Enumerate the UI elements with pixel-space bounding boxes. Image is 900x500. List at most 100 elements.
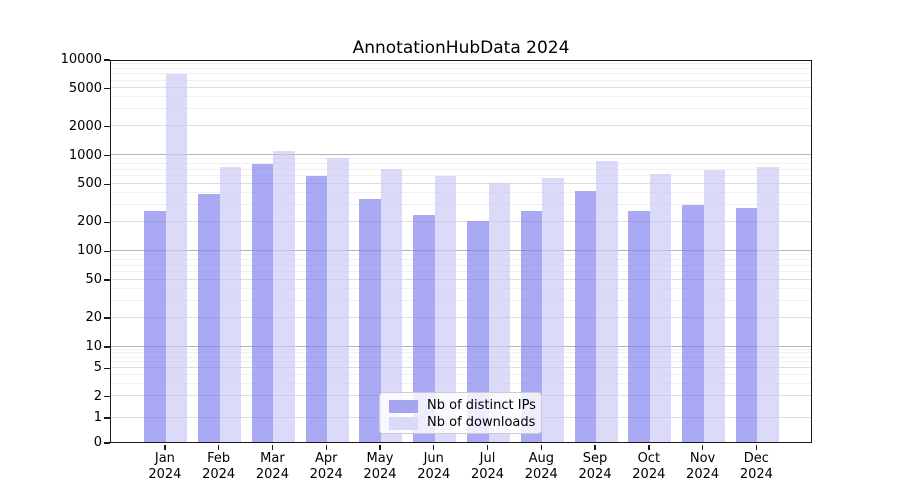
x-tick-label-line: 2024 [524, 467, 558, 482]
y-tick-mark-2000 [104, 126, 110, 128]
bar-downloads-jan [165, 73, 188, 442]
gridline-3000 [111, 108, 811, 110]
x-tick-label-line: 2024 [578, 467, 612, 482]
bars-layer [111, 61, 811, 442]
bar-downloads-oct [649, 173, 672, 442]
x-tick-label-jul: Jul 2024 [456, 451, 520, 483]
y-tick-mark-2 [104, 395, 110, 398]
x-tick-label-line: Jan [154, 451, 175, 466]
y-tick-label-500: 500 [77, 176, 102, 192]
x-tick-label-line: Jul [479, 451, 496, 466]
legend-swatch-downloads [389, 416, 418, 430]
gridline-200 [111, 221, 811, 222]
gridlines-layer [111, 61, 811, 442]
bar-distinct-ips-may [359, 199, 381, 442]
y-tick-mark-5000 [104, 88, 110, 90]
x-tick-label-line: Mar [260, 451, 285, 466]
y-tick-mark-0 [104, 442, 110, 444]
legend-swatch-distinct-ips [389, 399, 418, 413]
x-tick-label-jan: Jan 2024 [133, 451, 197, 483]
x-tick-mark-nov [701, 444, 704, 450]
y-tick-label-2000: 2000 [68, 118, 102, 134]
x-tick-label-line: 2024 [255, 467, 289, 482]
gridline-700 [111, 168, 811, 170]
x-tick-label-line: Jun [423, 451, 444, 466]
gridline-20 [111, 316, 811, 318]
gridline-8 [111, 352, 811, 354]
gridline-100 [111, 249, 811, 251]
bar-distinct-ips-sep [574, 190, 597, 442]
gridline-10 [111, 345, 811, 347]
x-tick-label-line: Feb [207, 451, 231, 466]
gridline-4000 [111, 96, 811, 98]
gridline-90 [111, 254, 811, 256]
y-tick-label-1: 1 [93, 410, 102, 425]
y-tick-label-5: 5 [93, 360, 102, 376]
bar-downloads-apr [327, 158, 349, 442]
x-tick-mark-jan [164, 444, 166, 450]
x-tick-mark-jul [486, 444, 489, 450]
bar-distinct-ips-jun [413, 214, 435, 442]
legend-label-downloads: Nb of downloads [427, 415, 536, 430]
gridline-1000 [111, 154, 811, 156]
y-tick-mark-50 [104, 279, 110, 281]
legend-label-distinct-ips: Nb of distinct IPs [427, 398, 536, 413]
x-tick-label-line: Sep [582, 451, 608, 466]
legend: Nb of distinct IPs Nb of downloads [379, 392, 542, 434]
x-tick-label-line: Apr [314, 451, 338, 466]
x-tick-label-line: 2024 [148, 467, 182, 482]
x-tick-mark-may [379, 444, 381, 450]
bar-downloads-dec [757, 167, 779, 442]
bar-distinct-ips-aug [520, 211, 543, 442]
x-tick-mark-oct [648, 444, 650, 450]
x-tick-label-line: Nov [689, 451, 716, 466]
gridline-6000 [111, 79, 811, 81]
legend-item-downloads: Nb of downloads [389, 415, 536, 430]
y-tick-label-50: 50 [85, 272, 102, 288]
y-tick-label-20: 20 [85, 310, 102, 326]
bar-downloads-nov [703, 170, 726, 442]
y-tick-mark-10000 [104, 59, 110, 61]
y-tick-label-100: 100 [77, 243, 102, 259]
y-tick-mark-500 [104, 183, 110, 186]
x-tick-mark-dec [755, 444, 758, 450]
gridline-800 [111, 163, 811, 165]
y-tick-mark-100 [104, 250, 110, 252]
gridline-9 [111, 348, 811, 350]
gridline-2000 [111, 125, 811, 127]
x-tick-label-line: May [366, 451, 394, 466]
x-tick-label-line: 2024 [686, 467, 720, 482]
x-tick-mark-sep [594, 444, 596, 450]
gridline-3 [111, 382, 811, 384]
x-tick-mark-jun [433, 444, 435, 450]
y-tick-mark-20 [104, 317, 110, 319]
y-tick-mark-200 [104, 221, 110, 224]
gridline-80 [111, 259, 811, 261]
gridline-9000 [111, 62, 811, 64]
gridline-50 [111, 278, 811, 280]
bar-downloads-sep [596, 161, 618, 442]
bar-distinct-ips-oct [628, 211, 650, 442]
legend-item-distinct-ips: Nb of distinct IPs [389, 399, 536, 413]
x-tick-label-line: Aug [528, 451, 554, 466]
x-tick-label-line: 2024 [739, 467, 773, 482]
gridline-5000 [111, 87, 811, 89]
x-tick-label-sep: Sep 2024 [563, 451, 627, 483]
bar-downloads-jun [434, 175, 457, 442]
x-tick-label-jun: Jun 2024 [402, 451, 466, 483]
y-tick-label-1000: 1000 [68, 147, 102, 163]
x-tick-label-dec: Dec 2024 [724, 451, 788, 483]
x-tick-label-line: 2024 [470, 467, 505, 482]
x-tick-label-aug: Aug 2024 [509, 451, 573, 483]
x-tick-mark-apr [325, 444, 327, 450]
gridline-900 [111, 158, 811, 160]
plot-area: Nb of distinct IPs Nb of downloads [110, 60, 812, 443]
gridline-400 [111, 192, 811, 194]
y-tick-label-200: 200 [77, 214, 102, 230]
gridline-7 [111, 356, 811, 358]
gridline-500 [111, 182, 811, 184]
bar-distinct-ips-nov [682, 204, 704, 442]
y-tick-mark-10 [104, 346, 110, 348]
y-tick-label-10000: 10000 [60, 51, 102, 67]
